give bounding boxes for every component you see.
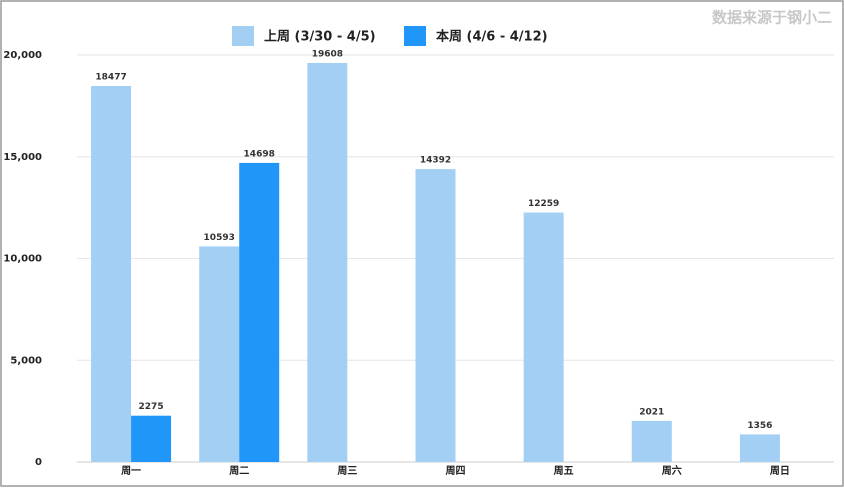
legend-swatch [232,26,254,46]
value-label: 2021 [639,407,664,417]
y-tick-label: 10,000 [3,254,42,265]
bar [239,162,280,463]
y-tick-label: 5,000 [10,355,42,366]
value-label: 10593 [204,233,235,243]
y-tick-label: 0 [35,457,42,468]
source-note: 数据来源于钢小二 [712,9,832,27]
value-label: 2275 [139,402,164,412]
value-label: 14698 [244,149,275,159]
legend-label: 上周 (3/30 - 4/5) [264,30,376,45]
bar [631,420,672,462]
legend-swatch [404,26,426,46]
x-tick-label: 周五 [554,465,574,477]
value-label: 14392 [420,156,451,166]
x-tick-label: 周三 [337,465,357,477]
bar [307,62,348,462]
x-tick-label: 周一 [121,465,141,477]
bar [131,415,172,462]
value-label: 12259 [528,199,559,209]
bar [415,169,456,462]
y-tick-label: 15,000 [3,152,42,163]
x-tick-label: 周四 [446,465,466,477]
y-tick-label: 20,000 [3,50,42,61]
value-label: 18477 [95,72,126,82]
x-tick-label: 周六 [662,464,682,477]
value-label: 19608 [312,49,343,59]
x-tick-label: 周日 [770,465,790,477]
bar [199,246,240,462]
value-label: 1356 [747,421,772,431]
bar [91,85,132,463]
bar [523,212,564,462]
bar [739,434,780,462]
legend-label: 本周 (4/6 - 4/12) [436,29,548,45]
x-tick-label: 周二 [229,465,249,477]
